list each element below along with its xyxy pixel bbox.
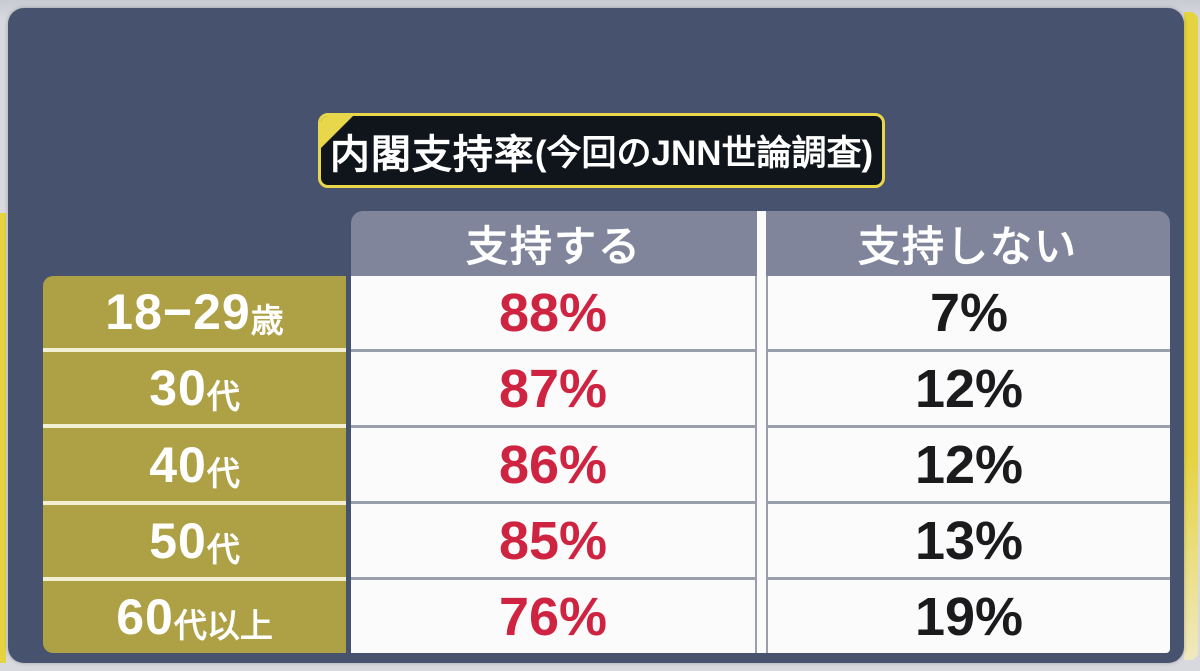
- support-value: 76%: [351, 577, 755, 653]
- oppose-column: 7% 12% 12% 13% 19%: [766, 276, 1170, 653]
- oppose-value: 12%: [768, 425, 1170, 501]
- age-group-label: 40 代: [43, 424, 346, 500]
- support-value: 87%: [351, 349, 755, 425]
- graphic-panel: 内閣支持率 (今回のJNN世論調査) 支持する 支持しない 18−29 歳 30 代 …: [8, 8, 1184, 663]
- age-group-suffix: 代: [206, 378, 240, 416]
- age-group-label: 60 代以上: [43, 576, 346, 653]
- oppose-value: 12%: [768, 349, 1170, 425]
- graphic-title: 内閣支持率: [329, 132, 535, 177]
- support-column: 88% 87% 86% 85% 76%: [351, 276, 757, 653]
- age-group-text: 50: [149, 512, 207, 569]
- age-group-suffix: 代以上: [173, 606, 273, 644]
- age-group-label: 50 代: [43, 500, 346, 577]
- oppose-value: 19%: [768, 577, 1170, 653]
- age-group-text: 30: [149, 360, 207, 417]
- support-value: 86%: [351, 425, 755, 501]
- age-group-suffix: 代: [206, 454, 240, 492]
- age-group-suffix: 歳: [250, 302, 284, 340]
- age-group-suffix: 代: [206, 530, 240, 568]
- column-header-support: 支持する: [351, 211, 757, 276]
- age-group-column: 18−29 歳 30 代 40 代 50 代 60 代以上: [43, 276, 346, 653]
- yellow-accent-strip-right: [1184, 12, 1198, 660]
- title-banner: 内閣支持率 (今回のJNN世論調査): [318, 113, 885, 188]
- corner-accent-triangle: [321, 116, 354, 149]
- oppose-value: 13%: [768, 501, 1170, 577]
- age-group-label: 18−29 歳: [43, 276, 346, 348]
- support-value: 85%: [351, 501, 755, 577]
- age-group-text: 40: [149, 436, 207, 493]
- column-divider: [757, 211, 766, 653]
- column-header-oppose: 支持しない: [766, 211, 1170, 276]
- graphic-subtitle: (今回のJNN世論調査): [534, 134, 874, 173]
- age-group-text: 60: [116, 588, 174, 645]
- support-value: 88%: [498, 282, 608, 343]
- age-group-text: 18−29: [105, 284, 251, 341]
- yellow-accent-strip-left: [0, 213, 6, 663]
- oppose-value: 7%: [929, 282, 1009, 343]
- age-group-label: 30 代: [43, 348, 346, 424]
